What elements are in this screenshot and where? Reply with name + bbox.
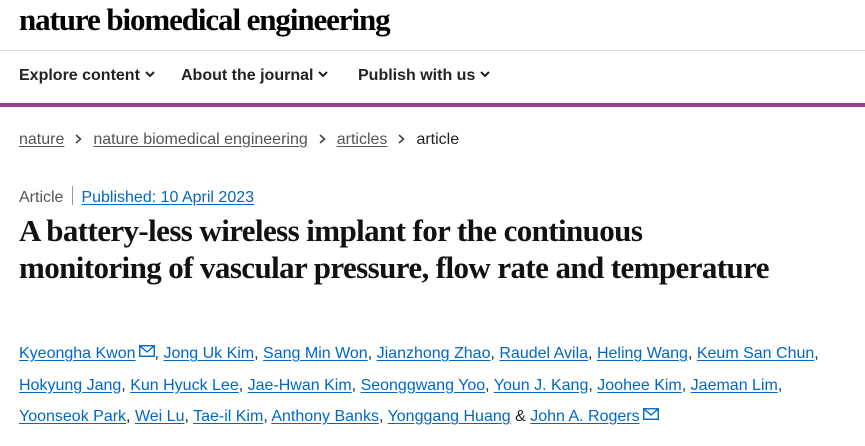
chevron-down-icon: [480, 71, 491, 78]
author-separator: ,: [777, 376, 783, 394]
article-meta: Article Published: 10 April 2023: [19, 186, 254, 207]
author-separator: ,: [154, 345, 159, 362]
author-item: Kyeongha Kwon: [19, 345, 155, 362]
article-title: A battery-less wireless implant for the …: [19, 213, 769, 285]
author-separator: ,: [588, 376, 593, 394]
nav-explore-content[interactable]: Explore content: [19, 67, 156, 85]
email-icon[interactable]: [138, 345, 155, 357]
author-item: Jaeman Lim: [691, 377, 778, 394]
nav-publish-with-us[interactable]: Publish with us: [358, 67, 491, 85]
author-item: Tae-il Kim: [193, 408, 263, 425]
author-link[interactable]: Yonggang Huang: [387, 408, 511, 425]
breadcrumb-link-nature[interactable]: nature: [19, 131, 65, 148]
author-separator: ,: [126, 408, 131, 425]
author-separator: ,: [367, 345, 373, 362]
author-link[interactable]: John A. Rogers: [530, 408, 640, 425]
nav-about-journal[interactable]: About the journal: [181, 67, 329, 85]
published-date-link[interactable]: Published: 10 April 2023: [81, 189, 255, 206]
author-link[interactable]: Heling Wang: [596, 345, 688, 362]
author-separator: ,: [485, 376, 490, 394]
author-separator: ,: [687, 345, 693, 362]
author-item: Anthony Banks: [271, 408, 379, 425]
chevron-right-icon: [319, 134, 326, 144]
author-item: Yoonseok Park: [19, 408, 126, 425]
author-item: Yonggang Huang: [388, 408, 511, 425]
nav-item-label: About the journal: [181, 67, 314, 84]
author-link[interactable]: Raudel Avila: [499, 345, 589, 362]
author-list: Kyeongha Kwon, Jong Uk Kim, Sang Min Won…: [19, 338, 849, 433]
chevron-right-icon: [398, 134, 406, 144]
author-link[interactable]: Joohee Kim: [597, 376, 682, 394]
author-separator: ,: [238, 376, 244, 394]
author-separator: ,: [121, 376, 126, 394]
breadcrumb: nature nature biomedical engineering artic…: [19, 131, 459, 149]
author-item: Kun Hyuck Lee: [130, 377, 239, 394]
author-link[interactable]: Kun Hyuck Lee: [130, 376, 239, 394]
article-type: Article: [19, 189, 64, 206]
chevron-down-icon: [318, 71, 329, 78]
author-item: Raudel Avila: [499, 345, 588, 362]
author-item: Jianzhong Zhao: [377, 345, 491, 362]
journal-logo[interactable]: nature biomedical engineering: [19, 2, 391, 37]
breadcrumb-current: article: [416, 131, 460, 148]
author-link[interactable]: Wei Lu: [134, 408, 185, 425]
author-item: Jae-Hwan Kim: [248, 377, 352, 394]
author-separator: ,: [681, 376, 687, 394]
author-link[interactable]: Sang Min Won: [263, 345, 368, 362]
author-item: John A. Rogers: [530, 408, 659, 425]
breadcrumb-link-journal[interactable]: nature biomedical engineering: [93, 131, 308, 148]
author-link[interactable]: Yoonseok Park: [19, 408, 127, 425]
author-link[interactable]: Anthony Banks: [271, 408, 379, 425]
author-item: Sang Min Won: [263, 345, 368, 362]
author-link[interactable]: Hokyung Jang: [19, 376, 122, 394]
author-item: Hokyung Jang: [19, 377, 121, 394]
author-link[interactable]: Keum San Chun: [696, 345, 815, 362]
author-link[interactable]: Seonggwang Yoo: [360, 376, 486, 394]
main-nav: Explore content About the journal Publis…: [0, 51, 865, 107]
nav-item-label: Explore content: [19, 67, 140, 84]
author-link[interactable]: Kyeongha Kwon: [19, 345, 136, 362]
author-item: Seonggwang Yoo: [361, 377, 486, 394]
author-separator: ,: [814, 345, 819, 362]
nav-item-label: Publish with us: [358, 67, 476, 84]
author-link[interactable]: Tae-il Kim: [193, 408, 264, 425]
author-link[interactable]: Jaeman Lim: [690, 376, 778, 394]
meta-divider: [72, 186, 74, 205]
author-separator: ,: [263, 408, 268, 425]
author-link[interactable]: Jae-Hwan Kim: [247, 376, 352, 394]
author-separator: ,: [351, 376, 357, 394]
author-link[interactable]: Jianzhong Zhao: [376, 345, 491, 362]
author-separator: ,: [588, 345, 593, 362]
author-separator: ,: [490, 345, 495, 362]
author-item: Wei Lu: [135, 408, 185, 425]
author-separator: ,: [378, 408, 384, 425]
site-header: nature biomedical engineering: [0, 0, 865, 51]
author-item: Joohee Kim: [597, 377, 682, 394]
author-separator: ,: [254, 345, 259, 362]
email-icon[interactable]: [642, 408, 659, 420]
author-item: Youn J. Kang: [494, 377, 589, 394]
author-link[interactable]: Jong Uk Kim: [163, 345, 255, 362]
chevron-down-icon: [145, 71, 155, 78]
author-item: Keum San Chun: [697, 345, 814, 362]
author-item: Jong Uk Kim: [163, 345, 254, 362]
author-separator: ,: [184, 408, 189, 425]
chevron-right-icon: [75, 134, 83, 144]
author-link[interactable]: Youn J. Kang: [493, 376, 589, 394]
breadcrumb-link-articles[interactable]: articles: [336, 131, 388, 148]
author-item: Heling Wang: [597, 345, 688, 362]
author-separator: &: [515, 408, 526, 425]
